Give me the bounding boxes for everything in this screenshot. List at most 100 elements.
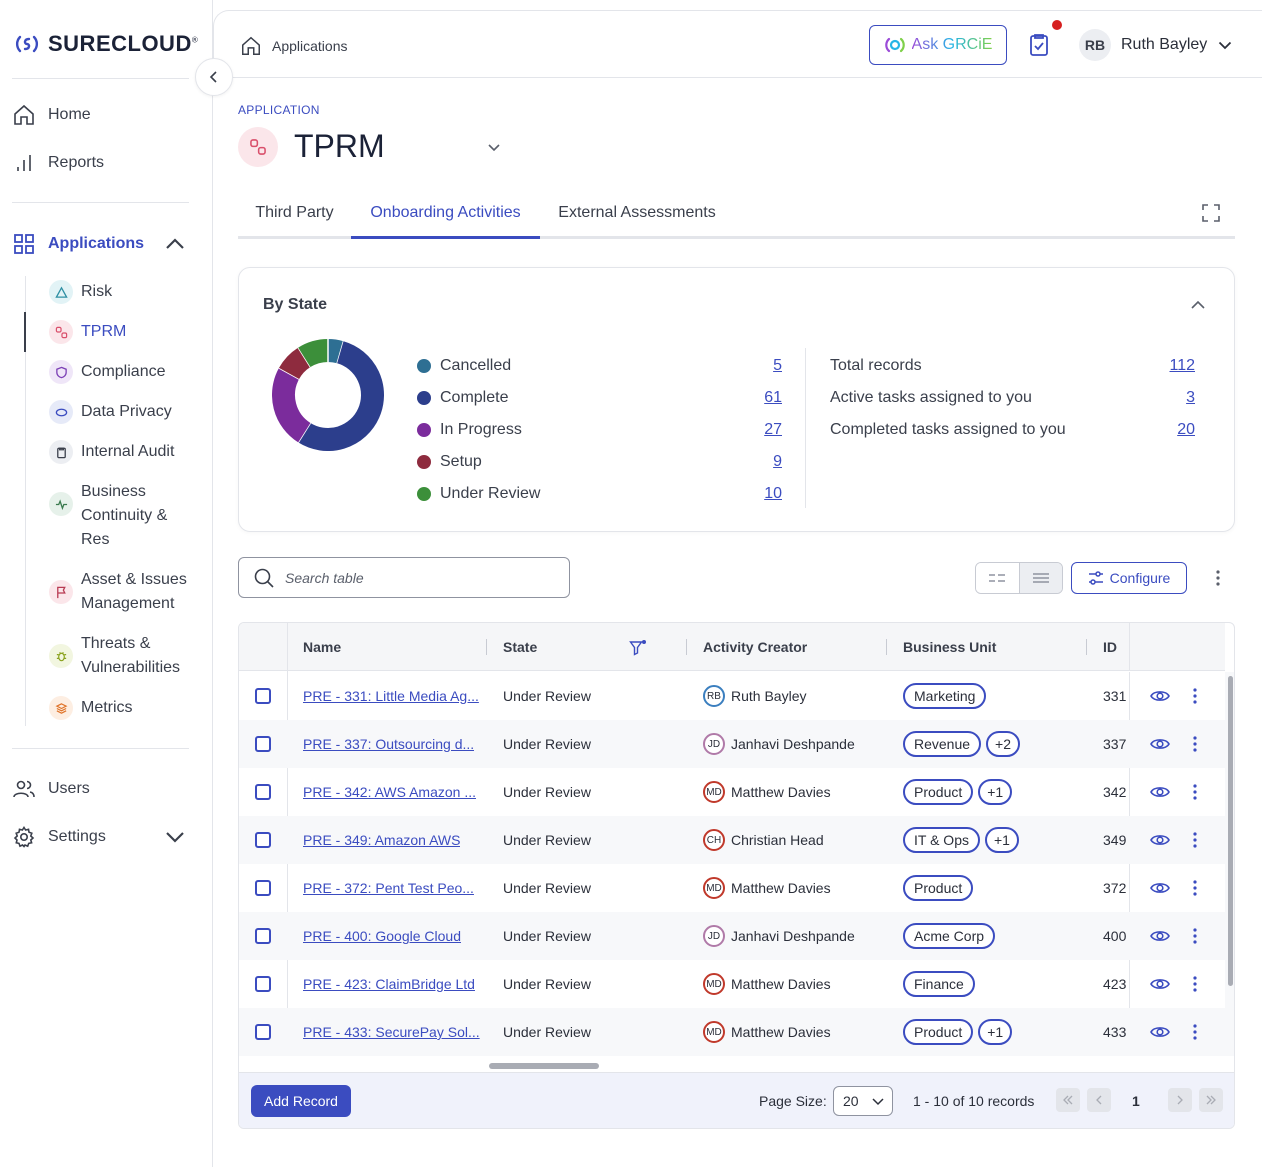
record-link[interactable]: PRE - 372: Pent Test Peo... bbox=[303, 880, 474, 896]
table-row[interactable]: PRE - 337: Outsourcing d... Under Review J… bbox=[239, 720, 1225, 768]
table-row[interactable]: PRE - 349: Amazon AWS Under Review CH Chris… bbox=[239, 816, 1225, 864]
row-more-options-icon[interactable] bbox=[1185, 782, 1205, 802]
sidebar-collapse-button[interactable] bbox=[195, 58, 233, 96]
page-size-select[interactable]: 20 bbox=[833, 1086, 893, 1116]
sidebar-item-metrics[interactable]: Metrics bbox=[49, 696, 133, 720]
configure-button[interactable]: Configure bbox=[1071, 562, 1187, 594]
filter-icon[interactable] bbox=[629, 639, 647, 657]
row-more-options-icon[interactable] bbox=[1185, 734, 1205, 754]
table-row[interactable]: PRE - 400: Google Cloud Under Review JD Jan… bbox=[239, 912, 1225, 960]
row-more-options-icon[interactable] bbox=[1185, 1022, 1205, 1042]
donut-slice-cancelled[interactable] bbox=[327, 339, 344, 364]
record-link[interactable]: PRE - 349: Amazon AWS bbox=[303, 832, 461, 848]
compact-view-button[interactable] bbox=[976, 563, 1020, 593]
record-link[interactable]: PRE - 433: SecurePay Sol... bbox=[303, 1024, 480, 1040]
legend-value-link[interactable]: 5 bbox=[773, 357, 782, 374]
row-checkbox[interactable] bbox=[255, 688, 271, 704]
record-link[interactable]: PRE - 337: Outsourcing d... bbox=[303, 736, 475, 752]
brand-logo[interactable]: SURECLOUD® bbox=[14, 30, 198, 58]
table-row[interactable]: PRE - 331: Little Media Ag... Under Revie… bbox=[239, 672, 1225, 720]
row-checkbox[interactable] bbox=[255, 784, 271, 800]
ask-grcie-button[interactable]: Ask GRCiE bbox=[869, 25, 1007, 65]
record-link[interactable]: PRE - 331: Little Media Ag... bbox=[303, 688, 479, 704]
first-page-button[interactable] bbox=[1056, 1088, 1080, 1112]
breadcrumb[interactable]: Applications bbox=[240, 35, 348, 57]
sidebar-item-home[interactable]: Home bbox=[12, 101, 91, 129]
clipboard-check-icon[interactable] bbox=[1026, 32, 1052, 58]
legend-value-link[interactable]: 61 bbox=[764, 389, 782, 406]
row-more-options-icon[interactable] bbox=[1185, 974, 1205, 994]
row-checkbox[interactable] bbox=[255, 976, 271, 992]
donut-slice-in-progress[interactable] bbox=[272, 367, 311, 443]
prev-page-button[interactable] bbox=[1087, 1088, 1111, 1112]
view-eye-icon[interactable] bbox=[1149, 877, 1171, 899]
more-units-badge[interactable]: +1 bbox=[984, 827, 1019, 853]
sidebar-item-data-privacy[interactable]: Data Privacy bbox=[49, 400, 172, 424]
record-link[interactable]: PRE - 342: AWS Amazon ... bbox=[303, 784, 476, 800]
more-options-icon[interactable] bbox=[1208, 568, 1228, 588]
sidebar-item-threats[interactable]: Threats & Vulnerabilities bbox=[49, 632, 180, 680]
row-checkbox[interactable] bbox=[255, 880, 271, 896]
row-more-options-icon[interactable] bbox=[1185, 830, 1205, 850]
legend-value-link[interactable]: 9 bbox=[773, 453, 782, 470]
tab-third-party[interactable]: Third Party bbox=[255, 204, 334, 221]
row-more-options-icon[interactable] bbox=[1185, 926, 1205, 946]
row-more-options-icon[interactable] bbox=[1185, 878, 1205, 898]
fullscreen-icon[interactable] bbox=[1200, 202, 1222, 224]
table-row[interactable]: PRE - 423: ClaimBridge Ltd Under Review MD… bbox=[239, 960, 1225, 1008]
view-eye-icon[interactable] bbox=[1149, 973, 1171, 995]
donut-slice-under-review[interactable] bbox=[298, 339, 329, 368]
column-header-state[interactable]: State bbox=[503, 639, 538, 655]
tab-onboarding-activities[interactable]: Onboarding Activities bbox=[351, 196, 540, 239]
search-input[interactable] bbox=[285, 569, 545, 586]
last-page-button[interactable] bbox=[1199, 1088, 1223, 1112]
column-header-id[interactable]: ID bbox=[1103, 639, 1117, 655]
sidebar-item-users[interactable]: Users bbox=[12, 775, 90, 803]
sidebar-item-compliance[interactable]: Compliance bbox=[49, 360, 165, 384]
breadcrumb-label[interactable]: Applications bbox=[272, 38, 348, 54]
sidebar-item-risk[interactable]: Risk bbox=[49, 280, 112, 304]
sidebar-item-applications[interactable]: Applications bbox=[12, 230, 189, 258]
chevron-down-icon[interactable] bbox=[163, 825, 187, 849]
sidebar-item-asset-issues[interactable]: Asset & Issues Management bbox=[49, 568, 187, 616]
stat-value-link[interactable]: 112 bbox=[1169, 357, 1195, 374]
record-link[interactable]: PRE - 423: ClaimBridge Ltd bbox=[303, 976, 475, 992]
vertical-scrollbar[interactable] bbox=[1225, 672, 1234, 1056]
more-units-badge[interactable]: +2 bbox=[986, 731, 1021, 757]
row-more-options-icon[interactable] bbox=[1185, 686, 1205, 706]
tab-external-assessments[interactable]: External Assessments bbox=[558, 204, 716, 221]
legend-value-link[interactable]: 10 bbox=[764, 485, 782, 502]
view-eye-icon[interactable] bbox=[1149, 829, 1171, 851]
column-header-business-unit[interactable]: Business Unit bbox=[903, 639, 997, 655]
scrollbar-thumb[interactable] bbox=[1228, 676, 1233, 986]
horizontal-scrollbar-thumb[interactable] bbox=[489, 1063, 599, 1069]
view-eye-icon[interactable] bbox=[1149, 733, 1171, 755]
app-switcher-chevron-icon[interactable] bbox=[486, 139, 502, 155]
column-header-name[interactable]: Name bbox=[303, 639, 342, 655]
more-units-badge[interactable]: +1 bbox=[978, 1019, 1013, 1045]
list-view-button[interactable] bbox=[1019, 563, 1062, 593]
view-eye-icon[interactable] bbox=[1149, 925, 1171, 947]
record-link[interactable]: PRE - 400: Google Cloud bbox=[303, 928, 461, 944]
sidebar-item-tprm[interactable]: TPRM bbox=[49, 320, 126, 344]
stat-value-link[interactable]: 3 bbox=[1186, 389, 1195, 406]
row-checkbox[interactable] bbox=[255, 832, 271, 848]
view-eye-icon[interactable] bbox=[1149, 1021, 1171, 1043]
chevron-up-icon[interactable] bbox=[163, 232, 187, 256]
table-row[interactable]: PRE - 433: SecurePay Sol... Under Review M… bbox=[239, 1008, 1225, 1056]
table-row[interactable]: PRE - 342: AWS Amazon ... Under Review MD M… bbox=[239, 768, 1225, 816]
sidebar-item-settings[interactable]: Settings bbox=[12, 823, 189, 851]
donut-slice-setup[interactable] bbox=[278, 347, 311, 380]
sidebar-item-internal-audit[interactable]: Internal Audit bbox=[49, 440, 174, 464]
stat-value-link[interactable]: 20 bbox=[1177, 421, 1195, 438]
column-header-activity-creator[interactable]: Activity Creator bbox=[703, 639, 808, 655]
chevron-up-icon[interactable] bbox=[1189, 296, 1207, 314]
table-row[interactable]: PRE - 372: Pent Test Peo... Under Review M… bbox=[239, 864, 1225, 912]
next-page-button[interactable] bbox=[1168, 1088, 1192, 1112]
view-eye-icon[interactable] bbox=[1149, 685, 1171, 707]
row-checkbox[interactable] bbox=[255, 1024, 271, 1040]
view-eye-icon[interactable] bbox=[1149, 781, 1171, 803]
view-toggle[interactable] bbox=[975, 562, 1063, 594]
sidebar-item-reports[interactable]: Reports bbox=[12, 149, 104, 177]
add-record-button[interactable]: Add Record bbox=[251, 1085, 351, 1117]
